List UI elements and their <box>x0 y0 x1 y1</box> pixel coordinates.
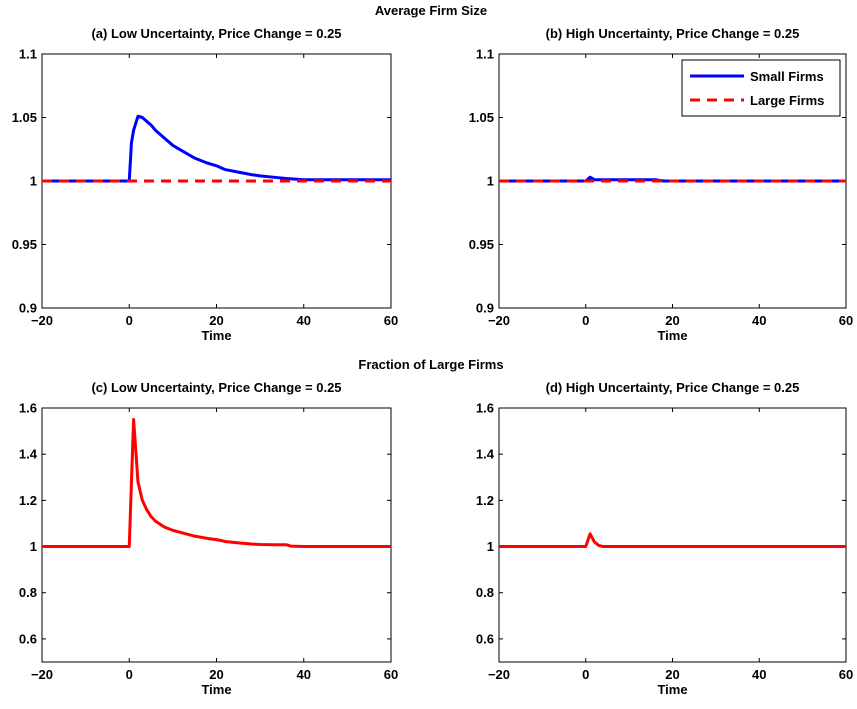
panel-title-c: (c) Low Uncertainty, Price Change = 0.25 <box>91 380 341 395</box>
x-tick-label-d: 40 <box>752 667 766 682</box>
x-tick-label-d: 0 <box>582 667 589 682</box>
x-tick-label-d: −20 <box>488 667 510 682</box>
y-tick-label-a: 0.9 <box>19 301 37 316</box>
x-axis-label-d: Time <box>657 682 687 697</box>
panel-title-b: (b) High Uncertainty, Price Change = 0.2… <box>546 26 800 41</box>
y-tick-label-a: 0.95 <box>12 237 37 252</box>
panel-a: (a) Low Uncertainty, Price Change = 0.25… <box>12 26 399 343</box>
x-tick-label-b: 60 <box>839 313 853 328</box>
x-axis-label-c: Time <box>201 682 231 697</box>
panel-title-a: (a) Low Uncertainty, Price Change = 0.25 <box>91 26 341 41</box>
y-tick-label-d: 1.4 <box>476 447 495 462</box>
y-tick-label-c: 0.8 <box>19 585 37 600</box>
x-tick-label-a: −20 <box>31 313 53 328</box>
x-tick-label-b: 40 <box>752 313 766 328</box>
y-tick-label-a: 1.05 <box>12 110 37 125</box>
x-tick-label-c: 60 <box>384 667 398 682</box>
legend-box <box>681 59 841 117</box>
x-tick-label-c: 20 <box>209 667 223 682</box>
x-tick-label-d: 20 <box>665 667 679 682</box>
plot-area-d <box>498 407 847 663</box>
series-line-c-0 <box>42 418 391 549</box>
x-tick-label-a: 0 <box>126 313 133 328</box>
section-title-fraction-of-large-firms: Fraction of Large Firms <box>358 357 503 372</box>
y-tick-label-d: 0.6 <box>476 631 494 646</box>
y-tick-label-a: 1 <box>30 174 37 189</box>
y-tick-label-d: 0.8 <box>476 585 494 600</box>
y-tick-label-c: 1.6 <box>19 401 37 416</box>
series-line-d-0 <box>499 532 846 549</box>
y-tick-label-a: 1.1 <box>19 47 37 62</box>
x-tick-label-b: −20 <box>488 313 510 328</box>
x-tick-label-a: 40 <box>297 313 311 328</box>
y-tick-label-c: 0.6 <box>19 631 37 646</box>
panel-c: (c) Low Uncertainty, Price Change = 0.25… <box>19 380 398 697</box>
x-tick-label-c: −20 <box>31 667 53 682</box>
y-tick-label-b: 1 <box>487 174 494 189</box>
legend: Small Firms Large Firms <box>681 59 841 117</box>
x-tick-label-c: 40 <box>297 667 311 682</box>
y-tick-label-b: 0.95 <box>469 237 494 252</box>
y-tick-label-c: 1.2 <box>19 493 37 508</box>
legend-label-small-firms: Small Firms <box>750 69 824 84</box>
x-tick-label-c: 0 <box>126 667 133 682</box>
x-tick-label-a: 60 <box>384 313 398 328</box>
panel-d: (d) High Uncertainty, Price Change = 0.2… <box>476 380 853 697</box>
series-line-a-0 <box>42 114 391 183</box>
y-tick-label-d: 1.6 <box>476 401 494 416</box>
y-tick-label-b: 1.05 <box>469 110 494 125</box>
x-tick-label-b: 20 <box>665 313 679 328</box>
x-tick-label-d: 60 <box>839 667 853 682</box>
x-axis-label-a: Time <box>201 328 231 343</box>
x-tick-label-b: 0 <box>582 313 589 328</box>
x-tick-label-a: 20 <box>209 313 223 328</box>
plot-area-c <box>41 407 392 663</box>
y-tick-label-d: 1.2 <box>476 493 494 508</box>
panel-b: (b) High Uncertainty, Price Change = 0.2… <box>469 26 854 343</box>
y-tick-label-c: 1 <box>30 539 37 554</box>
y-tick-label-b: 0.9 <box>476 301 494 316</box>
legend-label-large-firms: Large Firms <box>750 93 824 108</box>
x-axis-label-b: Time <box>657 328 687 343</box>
y-tick-label-b: 1.1 <box>476 47 494 62</box>
y-tick-label-c: 1.4 <box>19 447 38 462</box>
section-title-average-firm-size: Average Firm Size <box>375 3 487 18</box>
panel-title-d: (d) High Uncertainty, Price Change = 0.2… <box>546 380 800 395</box>
y-tick-label-d: 1 <box>487 539 494 554</box>
